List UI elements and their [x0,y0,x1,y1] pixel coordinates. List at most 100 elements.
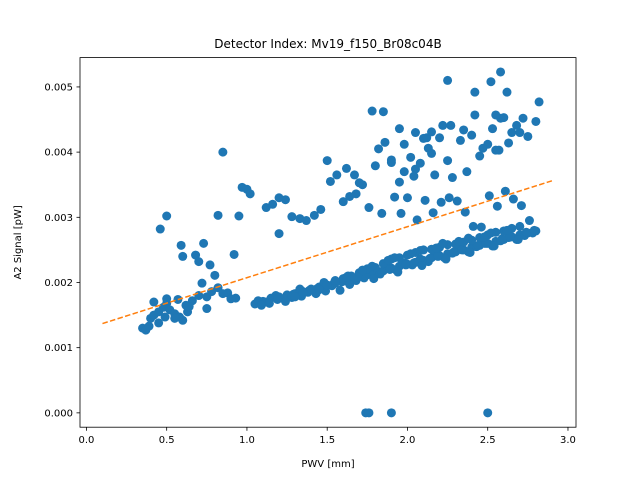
data-point [529,225,539,235]
data-point [478,143,488,153]
data-point [218,147,228,157]
data-point [380,137,390,147]
data-point [393,267,403,277]
data-point [155,224,165,234]
x-axis-label: PWV [mm] [301,459,354,470]
data-point [534,97,544,107]
y-tick-label: 0.005 [44,82,73,93]
data-point [176,240,186,250]
x-tick-label: 1.0 [239,435,255,446]
data-point [394,124,404,134]
data-point [197,278,207,288]
data-point [406,249,416,259]
data-point [409,171,419,181]
data-point [473,240,483,250]
data-point [218,289,228,299]
data-point [531,116,541,126]
data-point [518,113,528,123]
data-point [369,274,379,284]
data-point [492,201,502,211]
data-point [367,106,377,116]
data-point [484,191,494,201]
data-point [502,87,512,97]
data-point [377,208,387,218]
data-point [364,408,374,418]
data-point [521,227,531,237]
data-point [430,170,440,180]
data-point [459,125,469,135]
data-point [443,75,453,85]
data-point [390,192,400,202]
data-point [184,302,194,312]
data-point [436,197,446,207]
data-point [441,254,451,264]
data-point [213,210,223,220]
data-point [486,77,496,87]
data-point [427,127,437,137]
data-point [199,238,209,248]
x-tick-label: 0.0 [78,435,94,446]
y-tick-label: 0.001 [44,343,73,354]
data-point [483,408,493,418]
data-point [423,143,433,153]
data-point [409,258,419,268]
data-point [341,163,351,173]
data-point [194,257,204,267]
data-point [504,138,514,148]
data-point [272,294,282,304]
data-point [470,110,480,120]
data-point [486,228,496,238]
data-point [160,312,170,322]
data-point [264,298,274,308]
data-point [274,229,284,239]
data-point [245,189,255,199]
y-axis-label: A2 Signal [pW] [13,205,24,279]
y-tick-label: 0.002 [44,278,73,289]
x-tick-label: 0.5 [159,435,175,446]
data-point [256,300,266,310]
data-point [401,260,411,270]
data-point [332,170,342,180]
data-point [205,260,215,270]
data-point [226,294,236,304]
data-point [462,167,472,177]
data-point [367,261,377,271]
data-point [390,253,400,263]
data-point [512,120,522,130]
data-point [314,285,324,295]
data-point [523,131,533,141]
data-point [378,107,388,117]
data-point [476,222,486,232]
x-tick-label: 2.0 [400,435,416,446]
data-point [497,234,507,244]
data-point [280,195,290,205]
data-point [454,236,464,246]
data-point [444,193,454,203]
data-point [162,294,172,304]
data-point [309,210,319,220]
data-point [496,67,506,77]
data-point [463,233,473,243]
data-point [335,285,345,295]
data-point [507,128,517,138]
data-point [330,276,340,286]
data-point [287,212,297,222]
y-tick-label: 0.003 [44,213,73,224]
data-point [178,315,188,325]
data-point [154,318,164,328]
y-tick-label: 0.000 [44,408,73,419]
data-point [508,194,518,204]
points-layer [138,67,544,418]
data-point [386,158,396,168]
data-point [502,225,512,235]
data-point [325,176,335,186]
data-point [415,246,425,256]
data-point [513,234,523,244]
x-tick-label: 2.5 [480,435,496,446]
y-tick-label: 0.004 [44,148,73,159]
data-point [394,177,404,187]
data-point [433,251,443,261]
data-point [268,199,278,209]
data-point [399,139,409,149]
